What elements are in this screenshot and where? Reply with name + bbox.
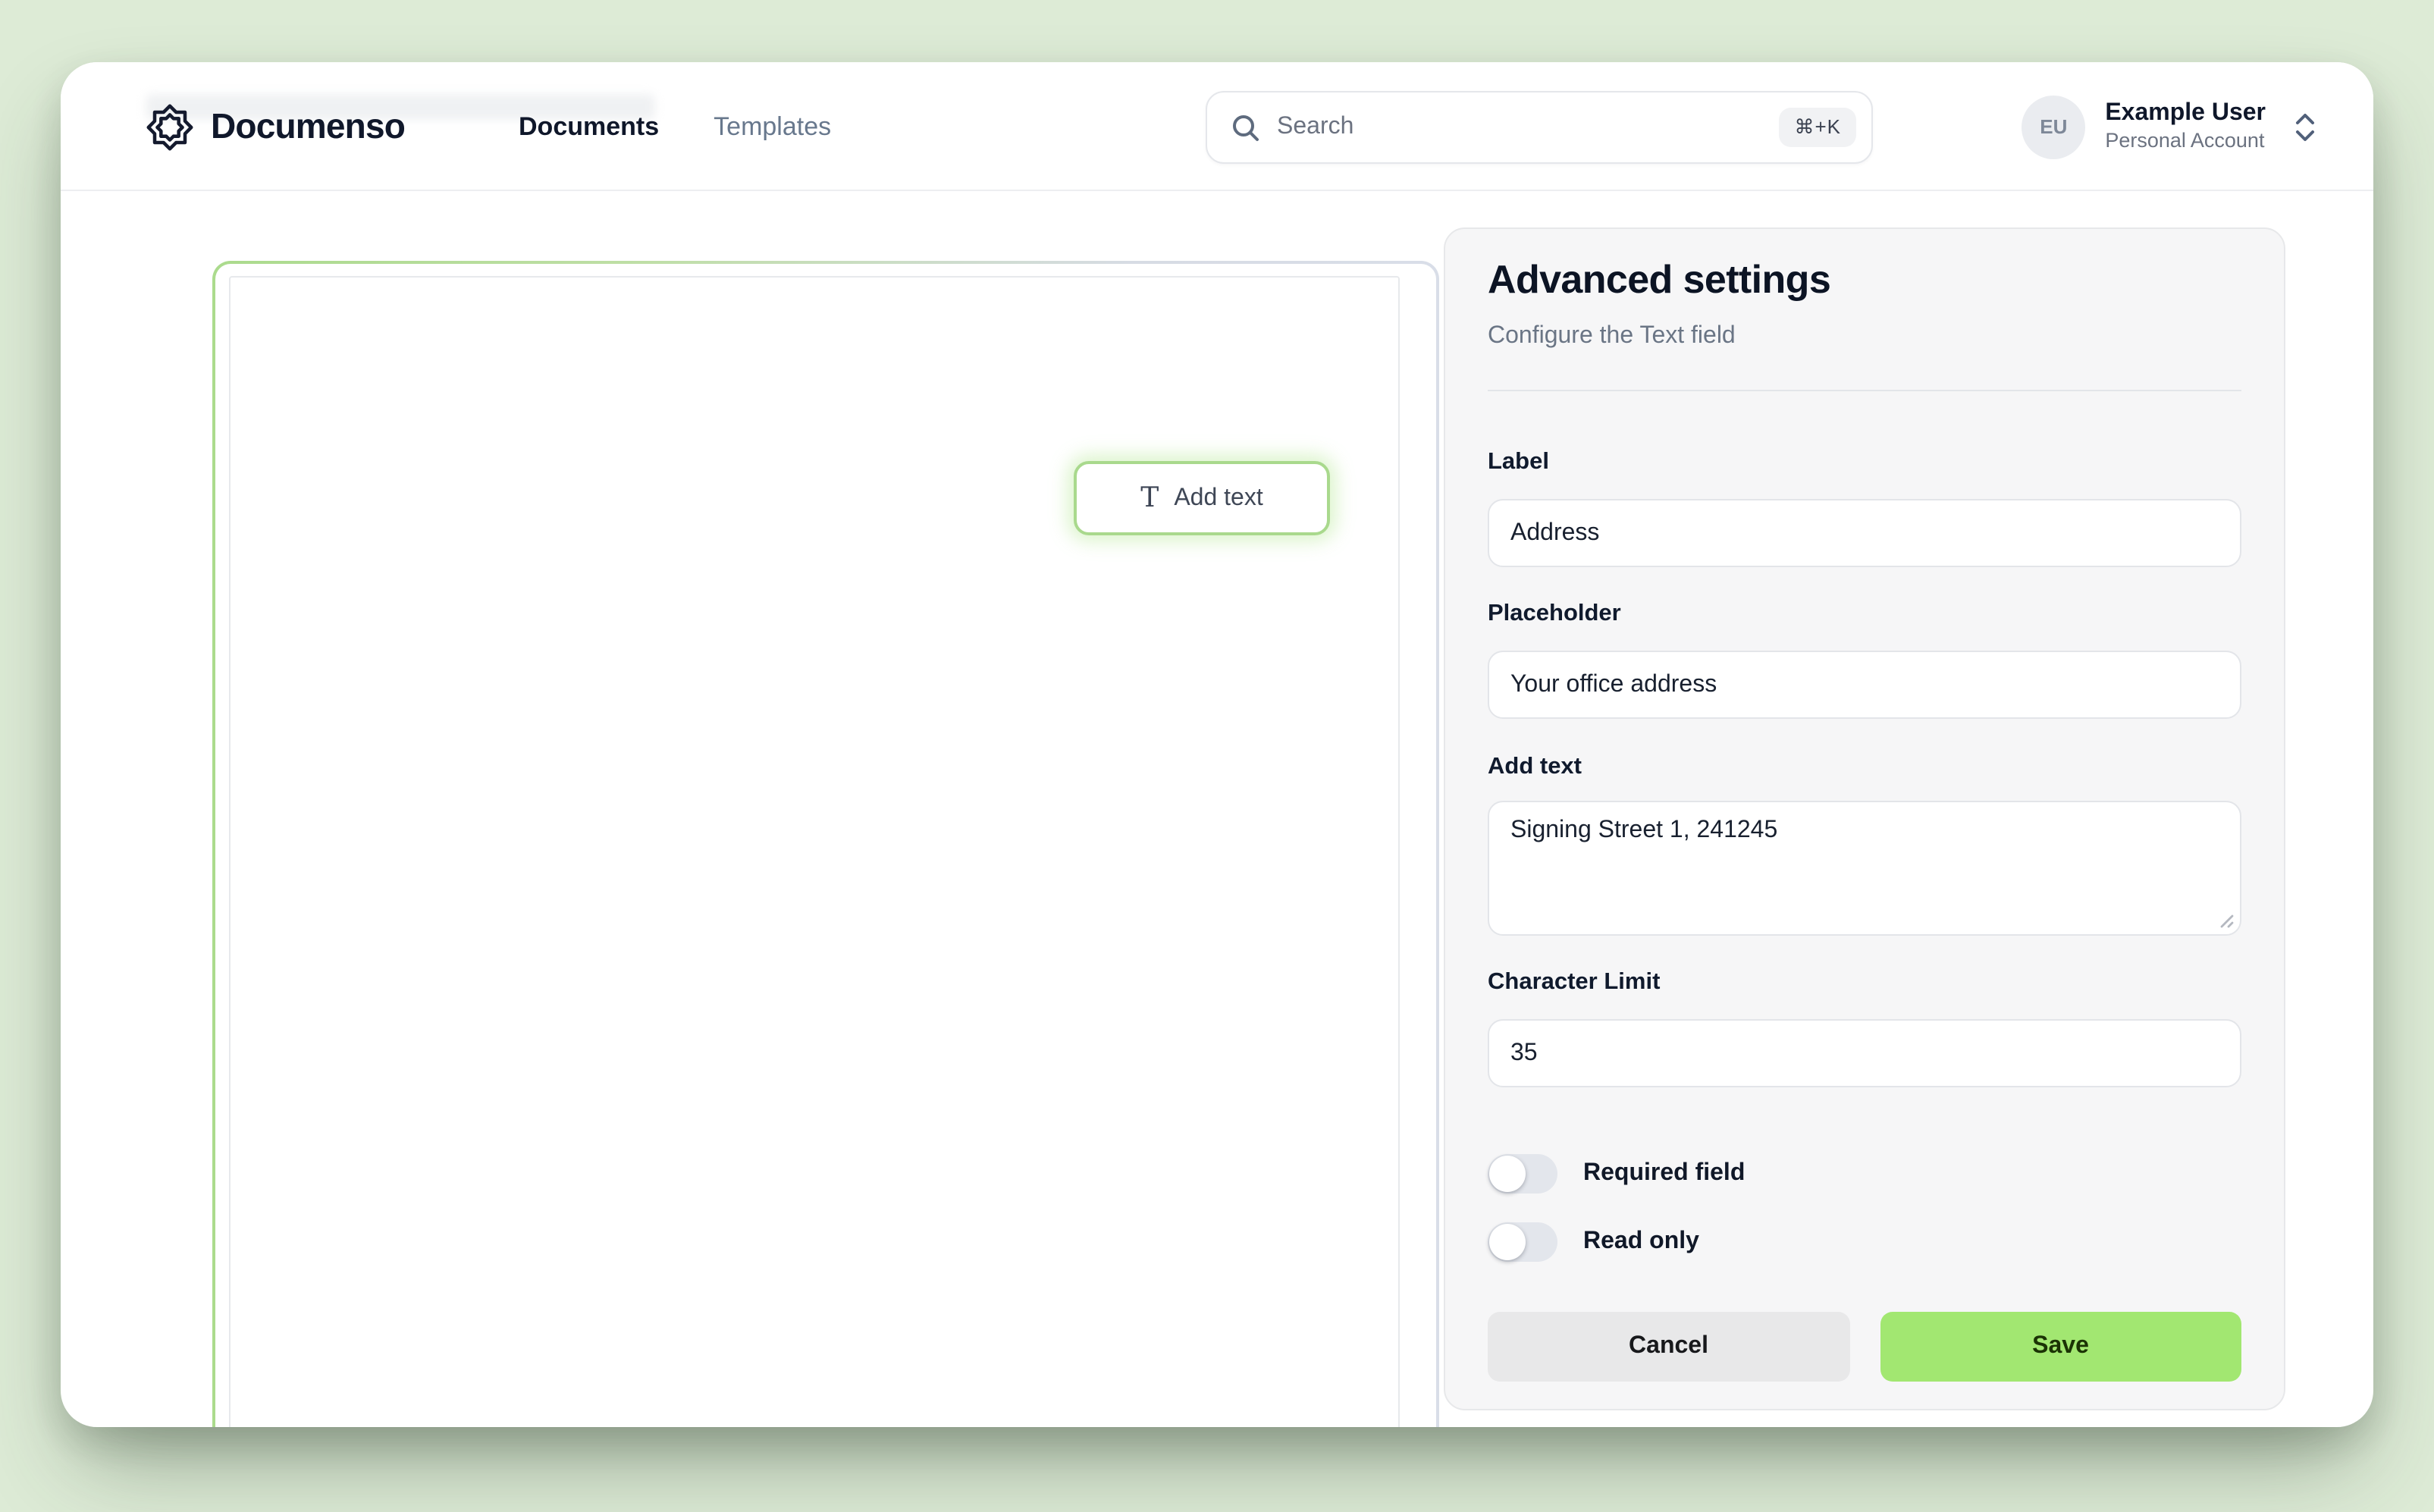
search-input[interactable] xyxy=(1277,114,1780,141)
avatar: EU xyxy=(2022,95,2086,158)
cancel-button[interactable]: Cancel xyxy=(1488,1312,1849,1382)
nav-templates[interactable]: Templates xyxy=(714,111,832,140)
add-text-field-button[interactable]: T Add text xyxy=(1074,461,1330,535)
read-only-row: Read only xyxy=(1488,1222,2241,1262)
required-field-row: Required field xyxy=(1488,1154,2241,1194)
brand-name: Documenso xyxy=(211,106,406,146)
character-limit-label: Character Limit xyxy=(1488,969,1661,995)
brand-logo[interactable]: Documenso xyxy=(146,62,406,191)
label-field-label: Label xyxy=(1488,449,1549,475)
character-limit-input[interactable] xyxy=(1488,1019,2241,1087)
search-icon xyxy=(1231,113,1260,142)
add-text-label: Add text xyxy=(1174,485,1263,510)
search-bar[interactable]: ⌘+K xyxy=(1206,91,1873,164)
chevron-up-down-icon xyxy=(2294,111,2316,142)
advanced-settings-panel: Advanced settings Configure the Text fie… xyxy=(1444,227,2285,1410)
resize-grip-icon[interactable] xyxy=(2217,911,2234,928)
placeholder-field-label: Placeholder xyxy=(1488,601,1621,626)
required-field-label: Required field xyxy=(1583,1160,1746,1186)
add-text-textarea-wrap: Signing Street 1, 241245 xyxy=(1488,801,2241,936)
toggle-knob xyxy=(1489,1156,1526,1192)
placeholder-input[interactable] xyxy=(1488,651,2241,719)
panel-title: Advanced settings xyxy=(1488,256,1831,302)
user-account-type: Personal Account xyxy=(2105,129,2265,152)
nav-documents[interactable]: Documents xyxy=(519,111,660,140)
blurred-document-artifact xyxy=(146,94,655,120)
read-only-label: Read only xyxy=(1583,1228,1699,1254)
panel-subtitle: Configure the Text field xyxy=(1488,323,1736,349)
user-menu[interactable]: EU Example User Personal Account xyxy=(2022,62,2316,191)
header: Documenso Documents Templates ⌘+K EU Exa… xyxy=(61,62,2373,191)
required-field-toggle[interactable] xyxy=(1488,1154,1557,1194)
add-text-textarea[interactable]: Signing Street 1, 241245 xyxy=(1488,801,2241,936)
read-only-toggle[interactable] xyxy=(1488,1222,1557,1262)
panel-actions: Cancel Save xyxy=(1488,1312,2241,1382)
document-page[interactable]: T Add text xyxy=(229,276,1400,1427)
text-tool-icon: T xyxy=(1140,482,1159,513)
label-input[interactable] xyxy=(1488,499,2241,567)
document-card: T Add text xyxy=(212,261,1439,1427)
documenso-seal-icon xyxy=(146,103,193,150)
save-button[interactable]: Save xyxy=(1880,1312,2241,1382)
app-window: Documenso Documents Templates ⌘+K EU Exa… xyxy=(61,62,2373,1427)
user-name: Example User xyxy=(2105,100,2266,127)
divider xyxy=(1488,390,2241,391)
search-shortcut-badge: ⌘+K xyxy=(1779,108,1856,147)
main-nav: Documents Templates xyxy=(519,62,831,191)
toggle-knob xyxy=(1489,1224,1526,1260)
user-meta: Example User Personal Account xyxy=(2105,99,2266,155)
add-text-field-label: Add text xyxy=(1488,754,1582,780)
